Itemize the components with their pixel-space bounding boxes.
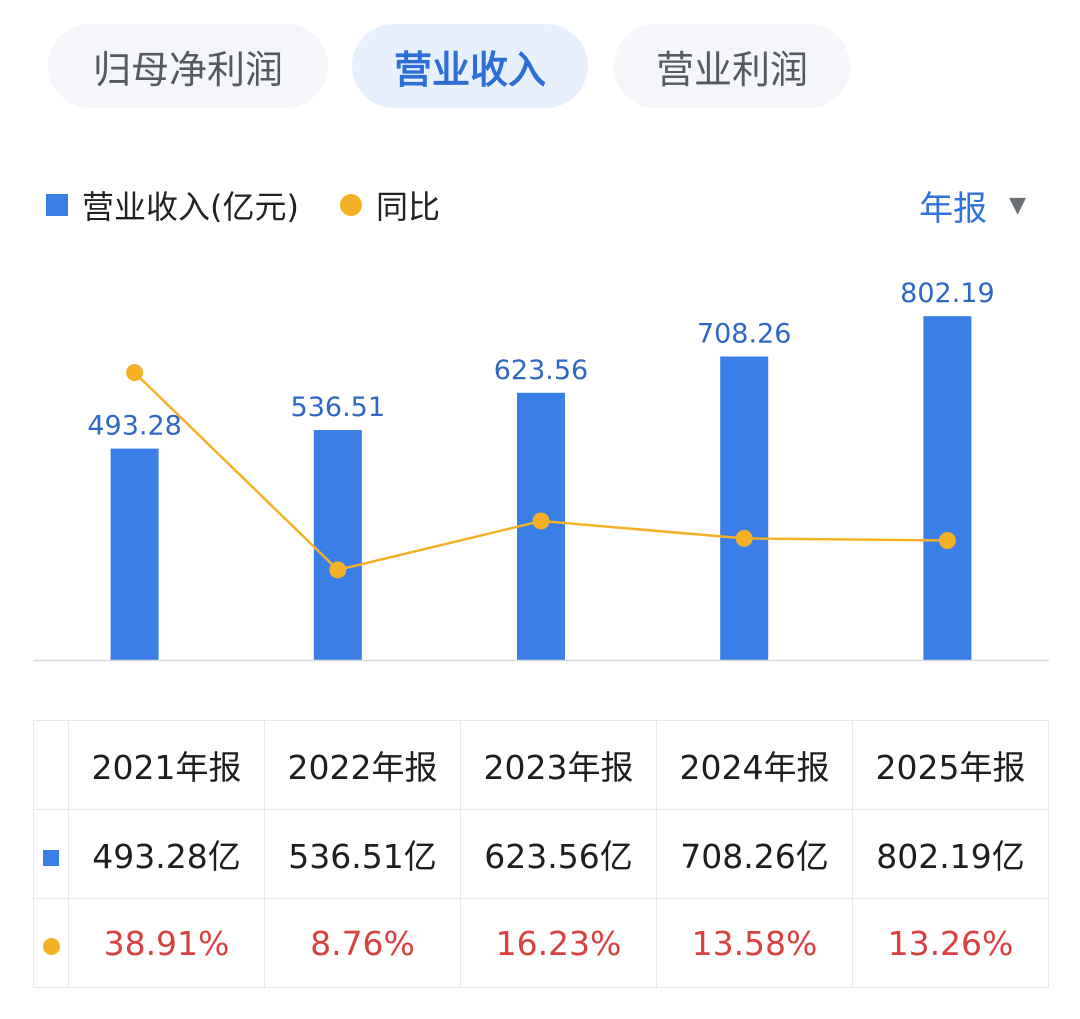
yoy-marker (33, 898, 69, 988)
period-selector[interactable]: 年报 ▼ (919, 182, 1026, 229)
table-header-cell: 2022年报 (264, 720, 461, 810)
yoy-point-2025年报 (938, 531, 956, 549)
bar-2022年报 (313, 430, 362, 660)
bar-value-label: 623.56 (494, 355, 588, 386)
tab-revenue[interactable]: 营业收入 (352, 24, 588, 108)
legend-yoy: 同比 (340, 182, 440, 228)
table-cell-yoy: 13.58% (656, 898, 853, 988)
legend-yoy-label: 同比 (376, 188, 441, 226)
revenue-marker (33, 809, 69, 899)
bar-2024年报 (720, 356, 769, 660)
table-cell-revenue: 708.26亿 (656, 809, 853, 899)
table-cell-revenue: 493.28亿 (68, 809, 265, 899)
yoy-point-2021年报 (126, 364, 144, 382)
table-cell-yoy: 13.26% (852, 898, 1049, 988)
table-header-cell: 2024年报 (656, 720, 853, 810)
legend-revenue-label: 营业收入(亿元) (82, 188, 299, 226)
table-header-cell: 2025年报 (852, 720, 1049, 810)
bar-2025年报 (923, 316, 972, 660)
table-cell-revenue: 536.51亿 (264, 809, 461, 899)
table-corner (33, 720, 69, 810)
table-header-cell: 2023年报 (460, 720, 657, 810)
bar-value-label: 493.28 (87, 411, 181, 442)
table-cell-revenue: 802.19亿 (852, 809, 1049, 899)
yoy-point-2023年报 (532, 512, 550, 530)
table-row-yoy: 38.91% 8.76% 16.23% 13.58% 13.26% (33, 898, 1049, 988)
yoy-point-2022年报 (329, 561, 347, 579)
tab-net-profit[interactable]: 归母净利润 (48, 24, 328, 108)
yoy-point-2024年报 (735, 529, 753, 547)
revenue-chart: 493.28 536.51 623.56 708.26 802.19 (33, 278, 1049, 662)
data-table: 2021年报 2022年报 2023年报 2024年报 2025年报 493.2… (33, 720, 1049, 988)
table-cell-yoy: 38.91% (68, 898, 265, 988)
bar-2021年报 (110, 448, 159, 660)
square-icon (43, 849, 59, 866)
caret-down-icon: ▼ (1009, 192, 1026, 218)
dot-icon (42, 937, 60, 955)
table-cell-yoy: 16.23% (460, 898, 657, 988)
legend-revenue: 营业收入(亿元) (46, 182, 299, 228)
table-row-revenue: 493.28亿 536.51亿 623.56亿 708.26亿 802.19亿 (33, 809, 1049, 899)
legend-dot-swatch (340, 194, 362, 216)
bar-value-label: 536.51 (291, 392, 385, 423)
legend-bar-swatch (46, 194, 68, 216)
table-header-row: 2021年报 2022年报 2023年报 2024年报 2025年报 (33, 720, 1049, 810)
table-header-cell: 2021年报 (68, 720, 265, 810)
bar-value-label: 802.19 (900, 278, 994, 309)
tab-operating-profit[interactable]: 营业利润 (614, 24, 850, 108)
period-selector-label: 年报 (919, 188, 988, 229)
table-cell-revenue: 623.56亿 (460, 809, 657, 899)
chart-legend: 营业收入(亿元) 同比 年报 ▼ (46, 182, 1036, 229)
table-cell-yoy: 8.76% (264, 898, 461, 988)
bar-value-label: 708.26 (697, 318, 791, 349)
